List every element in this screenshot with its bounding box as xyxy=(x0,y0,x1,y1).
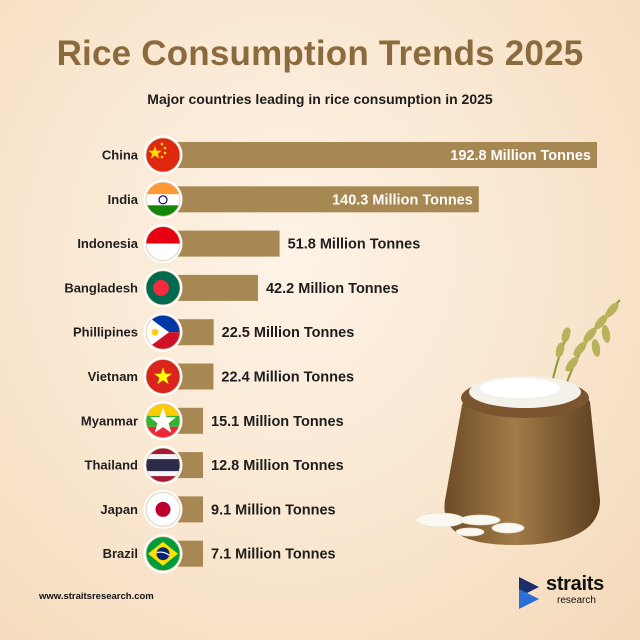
brand-name: straits xyxy=(546,573,604,595)
philippines-flag-icon xyxy=(143,312,183,352)
value-label: 7.1 Million Tonnes xyxy=(211,547,336,563)
category-label: Phillipines xyxy=(73,325,138,340)
value-label: 42.2 Million Tonnes xyxy=(266,281,399,297)
value-label: 51.8 Million Tonnes xyxy=(288,237,421,253)
brazil-flag-icon xyxy=(143,534,183,574)
category-label: India xyxy=(108,192,139,207)
category-label: Indonesia xyxy=(77,236,138,251)
japan-flag-icon xyxy=(143,489,183,529)
bar-china xyxy=(163,142,597,168)
bar-india xyxy=(163,186,479,213)
category-label: Japan xyxy=(100,502,138,517)
indonesia-flag-icon xyxy=(143,224,183,264)
chart-title: Rice Consumption Trends 2025 xyxy=(56,34,584,73)
value-label: 12.8 Million Tonnes xyxy=(211,458,344,474)
rice-grain-icon xyxy=(415,512,525,537)
china-flag-icon xyxy=(143,135,183,175)
bangladesh-flag-icon xyxy=(143,268,183,308)
category-label: Vietnam xyxy=(88,369,138,384)
value-label: 192.8 Million Tonnes xyxy=(450,148,591,164)
straits-logo-icon xyxy=(519,577,539,609)
rice-grain-cluster-icon xyxy=(555,302,619,372)
brand-subtitle: research xyxy=(557,595,596,606)
value-label: 15.1 Million Tonnes xyxy=(211,414,344,430)
chart-subtitle: Major countries leading in rice consumpt… xyxy=(147,91,493,107)
brand-logo: straits research xyxy=(517,573,617,613)
category-label: Thailand xyxy=(85,458,139,473)
vietnam-flag-icon xyxy=(143,357,183,396)
value-label: 22.5 Million Tonnes xyxy=(222,325,355,341)
rice-sack-illustration xyxy=(415,299,621,545)
value-label: 140.3 Million Tonnes xyxy=(332,192,473,208)
thailand-flag-icon xyxy=(143,445,183,485)
myanmar-flag-icon xyxy=(143,401,183,441)
footer-url[interactable]: www.straitsresearch.com xyxy=(39,591,154,602)
category-label: Brazil xyxy=(103,546,138,561)
category-label: Myanmar xyxy=(81,413,138,428)
category-label: Bangladesh xyxy=(64,280,138,295)
value-label: 9.1 Million Tonnes xyxy=(211,502,336,518)
value-label: 22.4 Million Tonnes xyxy=(221,370,354,386)
india-flag-icon xyxy=(143,179,183,219)
category-label: China xyxy=(102,148,139,163)
